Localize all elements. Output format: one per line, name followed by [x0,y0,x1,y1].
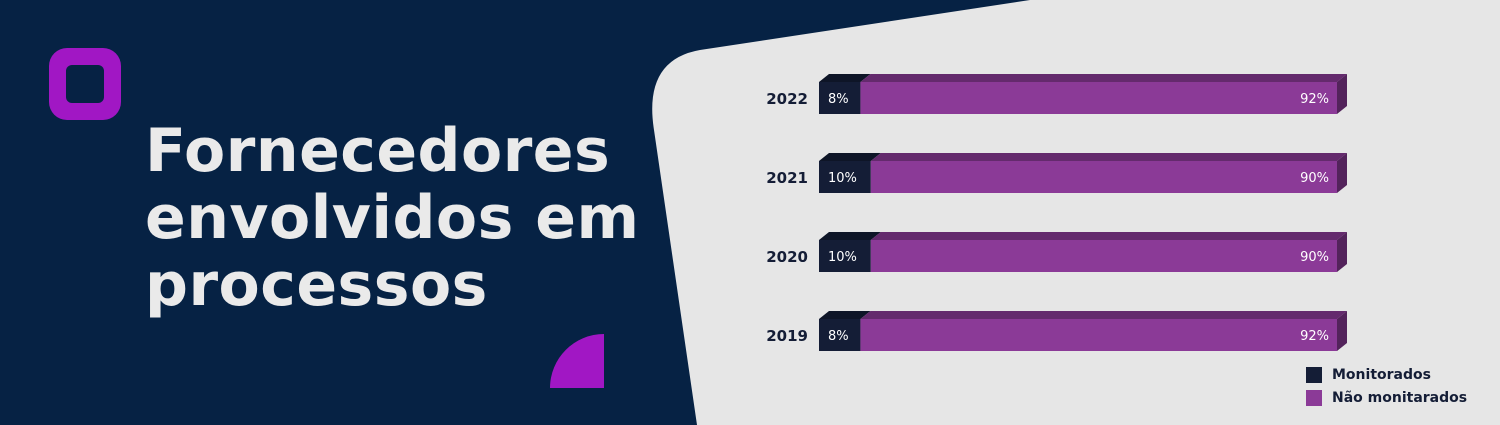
bar-monitorados-2019 [819,319,861,351]
bar-side-nao-monitarados-2020 [1337,232,1347,272]
bar-side-nao-monitarados-2019 [1337,311,1347,351]
legend-swatch-monitorados [1306,366,1322,383]
value-label-monitorados-2020: 10% [828,250,857,265]
bar-monitorados-2020 [819,240,871,272]
bar-nao-monitarados-2019 [860,319,1337,351]
bar-top-nao-monitarados-2021 [870,153,1347,161]
chart-legend: Monitorados Não monitarados [1306,363,1467,409]
value-label-monitorados-2022: 8% [828,92,849,107]
bar-top-monitorados-2022 [819,74,871,82]
bar-nao-monitarados-2022 [860,82,1337,114]
chart-panel [652,0,1500,425]
legend-item-monitorados: Monitorados [1306,363,1467,386]
stacked-bar-chart: 2022 8% 92% 2021 10% 90% 2020 10% 90% 2019 8% 92% [766,74,1347,351]
value-label-monitorados-2019: 8% [828,329,849,344]
year-label-2021: 2021 [766,169,808,187]
bar-top-monitorados-2021 [819,153,881,161]
value-label-nao-monitarados-2020: 90% [1300,250,1329,265]
page-title: Fornecedores envolvidos em processos [145,116,640,320]
year-label-2020: 2020 [766,248,808,266]
bar-side-nao-monitarados-2022 [1337,74,1347,114]
value-label-nao-monitarados-2021: 90% [1300,171,1329,186]
value-label-monitorados-2021: 10% [828,171,857,186]
value-label-nao-monitarados-2019: 92% [1300,329,1329,344]
legend-swatch-nao-monitorados [1306,389,1322,406]
legend-label-nao-monitorados: Não monitarados [1332,389,1468,406]
bar-nao-monitarados-2020 [870,240,1337,272]
bar-top-monitorados-2020 [819,232,881,240]
bar-top-nao-monitarados-2022 [860,74,1347,82]
year-label-2022: 2022 [766,90,808,108]
year-label-2019: 2019 [766,327,808,345]
bar-top-monitorados-2019 [819,311,871,319]
legend-item-nao-monitorados: Não monitarados [1306,386,1467,409]
logo-square-icon [49,48,121,120]
bar-monitorados-2022 [819,82,861,114]
bar-top-nao-monitarados-2019 [860,311,1347,319]
legend-label-monitorados: Monitorados [1332,366,1431,383]
bar-monitorados-2021 [819,161,871,193]
bar-top-nao-monitarados-2020 [870,232,1347,240]
bar-side-nao-monitarados-2021 [1337,153,1347,193]
bar-nao-monitarados-2021 [870,161,1337,193]
value-label-nao-monitarados-2022: 92% [1300,92,1329,107]
